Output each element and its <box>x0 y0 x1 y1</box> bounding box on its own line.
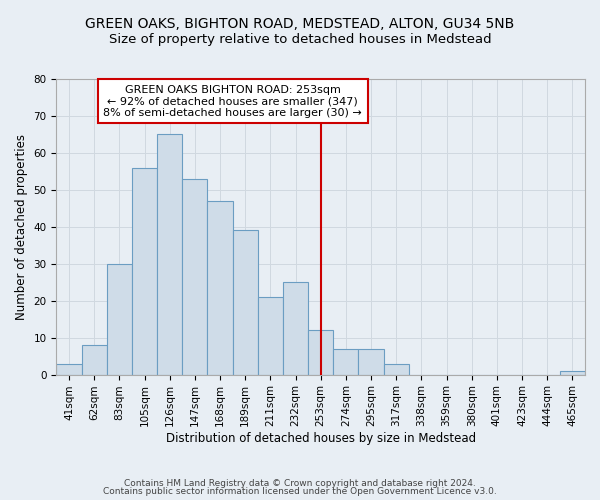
Text: GREEN OAKS BIGHTON ROAD: 253sqm
← 92% of detached houses are smaller (347)
8% of: GREEN OAKS BIGHTON ROAD: 253sqm ← 92% of… <box>103 84 362 117</box>
Bar <box>157 134 182 374</box>
Bar <box>132 168 157 374</box>
Bar <box>308 330 333 374</box>
Bar <box>560 371 585 374</box>
Bar <box>56 364 82 374</box>
Y-axis label: Number of detached properties: Number of detached properties <box>15 134 28 320</box>
Bar <box>233 230 258 374</box>
Text: Size of property relative to detached houses in Medstead: Size of property relative to detached ho… <box>109 32 491 46</box>
Bar <box>258 297 283 374</box>
X-axis label: Distribution of detached houses by size in Medstead: Distribution of detached houses by size … <box>166 432 476 445</box>
Bar <box>107 264 132 374</box>
Bar <box>182 179 208 374</box>
Bar <box>283 282 308 374</box>
Bar <box>383 364 409 374</box>
Bar <box>358 348 383 374</box>
Bar <box>333 348 358 374</box>
Bar <box>82 345 107 374</box>
Text: Contains HM Land Registry data © Crown copyright and database right 2024.: Contains HM Land Registry data © Crown c… <box>124 478 476 488</box>
Text: Contains public sector information licensed under the Open Government Licence v3: Contains public sector information licen… <box>103 487 497 496</box>
Text: GREEN OAKS, BIGHTON ROAD, MEDSTEAD, ALTON, GU34 5NB: GREEN OAKS, BIGHTON ROAD, MEDSTEAD, ALTO… <box>85 18 515 32</box>
Bar <box>208 201 233 374</box>
